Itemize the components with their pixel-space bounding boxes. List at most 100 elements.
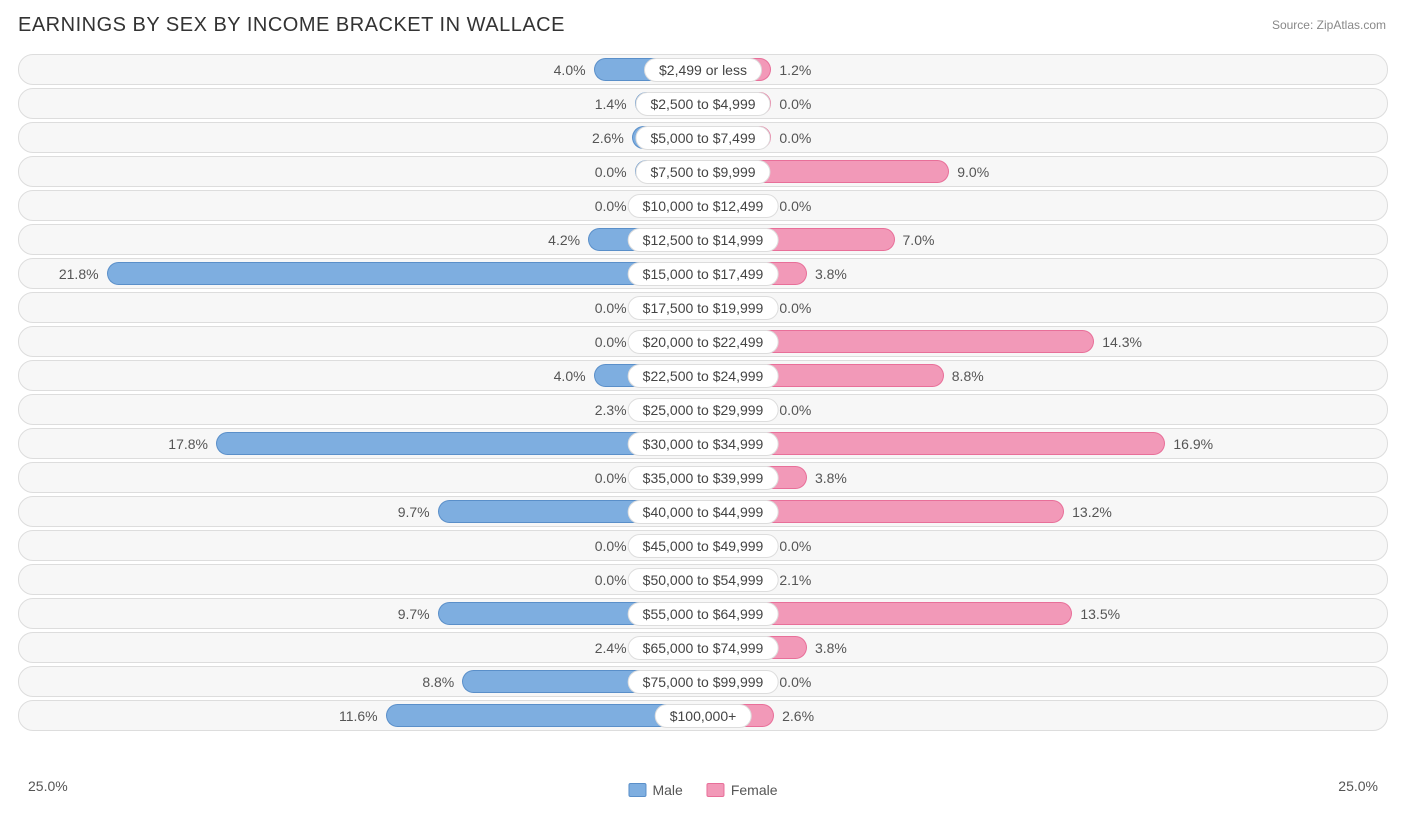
- row-track: 2.4% 3.8%$65,000 to $74,999: [18, 632, 1388, 663]
- pct-male: 2.4%: [595, 640, 627, 656]
- row-track: 9.7% 13.2% $40,000 to $44,999: [18, 496, 1388, 527]
- row-half-male: 9.7%: [19, 599, 703, 628]
- row-track: 8.8% 0.0%$75,000 to $99,999: [18, 666, 1388, 697]
- bracket-label: $20,000 to $22,499: [628, 330, 779, 354]
- row-half-male: 21.8%: [19, 259, 703, 288]
- pct-male: 9.7%: [398, 606, 430, 622]
- pct-male: 0.0%: [595, 300, 627, 316]
- pct-female: 2.1%: [779, 572, 811, 588]
- pct-male: 21.8%: [59, 266, 99, 282]
- bracket-label: $65,000 to $74,999: [628, 636, 779, 660]
- row-half-female: 13.5%: [703, 599, 1387, 628]
- pct-male: 0.0%: [595, 164, 627, 180]
- pct-male: 0.0%: [595, 538, 627, 554]
- row-half-female: 13.2%: [703, 497, 1387, 526]
- row-track: 4.2%7.0%$12,500 to $14,999: [18, 224, 1388, 255]
- row-half-male: 8.8%: [19, 667, 703, 696]
- bracket-label: $10,000 to $12,499: [628, 194, 779, 218]
- pct-female: 0.0%: [779, 538, 811, 554]
- row-track: 0.0% 14.3%$20,000 to $22,499: [18, 326, 1388, 357]
- row-track: 0.0% 0.0%$10,000 to $12,499: [18, 190, 1388, 221]
- bracket-label: $35,000 to $39,999: [628, 466, 779, 490]
- row-half-male: 17.8%: [19, 429, 703, 458]
- row-half-female: 0.0%: [703, 395, 1387, 424]
- row-half-female: 3.8%: [703, 463, 1387, 492]
- pct-male: 4.0%: [554, 368, 586, 384]
- bracket-label: $40,000 to $44,999: [628, 500, 779, 524]
- pct-male: 2.3%: [595, 402, 627, 418]
- row-track: 4.0% 1.2% $2,499 or less: [18, 54, 1388, 85]
- row-half-male: 9.7%: [19, 497, 703, 526]
- row-track: 1.4% 0.0% $2,500 to $4,999: [18, 88, 1388, 119]
- pct-male: 17.8%: [168, 436, 208, 452]
- row-half-male: 2.4%: [19, 633, 703, 662]
- row-half-female: 14.3%: [703, 327, 1387, 356]
- row-half-male: 4.0%: [19, 361, 703, 390]
- row-half-male: 0.0%: [19, 463, 703, 492]
- row-half-female: 3.8%: [703, 633, 1387, 662]
- row-half-female: 0.0%: [703, 531, 1387, 560]
- axis-right-label: 25.0%: [1338, 778, 1378, 794]
- bracket-label: $12,500 to $14,999: [628, 228, 779, 252]
- pct-female: 0.0%: [779, 402, 811, 418]
- chart-title: EARNINGS BY SEX BY INCOME BRACKET IN WAL…: [18, 14, 565, 37]
- row-half-male: 0.0%: [19, 565, 703, 594]
- bracket-label: $15,000 to $17,499: [628, 262, 779, 286]
- bracket-label: $30,000 to $34,999: [628, 432, 779, 456]
- legend-swatch-male: [628, 783, 646, 797]
- bracket-label: $7,500 to $9,999: [635, 160, 770, 184]
- pct-female: 8.8%: [952, 368, 984, 384]
- pct-male: 4.0%: [554, 62, 586, 78]
- pct-female: 7.0%: [903, 232, 935, 248]
- pct-female: 0.0%: [779, 96, 811, 112]
- pct-male: 0.0%: [595, 198, 627, 214]
- pct-male: 9.7%: [398, 504, 430, 520]
- bracket-label: $22,500 to $24,999: [628, 364, 779, 388]
- bracket-label: $100,000+: [655, 704, 752, 728]
- row-half-female: 0.0%: [703, 667, 1387, 696]
- row-half-female: 16.9%: [703, 429, 1387, 458]
- row-half-female: 0.0%: [703, 89, 1387, 118]
- row-half-male: 0.0%: [19, 531, 703, 560]
- row-half-male: 1.4%: [19, 89, 703, 118]
- bracket-label: $75,000 to $99,999: [628, 670, 779, 694]
- pct-female: 0.0%: [779, 198, 811, 214]
- bracket-label: $2,500 to $4,999: [635, 92, 770, 116]
- row-half-male: 2.6%: [19, 123, 703, 152]
- row-half-female: 0.0%: [703, 191, 1387, 220]
- row-half-female: 0.0%: [703, 293, 1387, 322]
- bracket-label: $50,000 to $54,999: [628, 568, 779, 592]
- source-attribution: Source: ZipAtlas.com: [1272, 18, 1386, 32]
- row-track: 2.6%0.0%$5,000 to $7,499: [18, 122, 1388, 153]
- bracket-label: $17,500 to $19,999: [628, 296, 779, 320]
- row-track: 4.0% 8.8% $22,500 to $24,999: [18, 360, 1388, 391]
- pct-female: 0.0%: [779, 130, 811, 146]
- bracket-label: $25,000 to $29,999: [628, 398, 779, 422]
- row-half-female: 0.0%: [703, 123, 1387, 152]
- pct-female: 2.6%: [782, 708, 814, 724]
- pct-female: 1.2%: [779, 62, 811, 78]
- pct-male: 0.0%: [595, 572, 627, 588]
- pct-female: 13.2%: [1072, 504, 1112, 520]
- bar-male: [107, 262, 703, 285]
- pct-male: 0.0%: [595, 470, 627, 486]
- pct-female: 3.8%: [815, 266, 847, 282]
- pct-male: 0.0%: [595, 334, 627, 350]
- pct-female: 0.0%: [779, 674, 811, 690]
- legend: Male Female: [628, 782, 777, 798]
- row-half-male: 11.6%: [19, 701, 703, 730]
- row-half-male: 0.0%: [19, 327, 703, 356]
- row-half-female: 2.1%: [703, 565, 1387, 594]
- pct-female: 9.0%: [957, 164, 989, 180]
- chart-area: 4.0% 1.2% $2,499 or less 1.4% 0.0% $2,500 to …: [18, 54, 1388, 770]
- legend-item-male: Male: [628, 782, 682, 798]
- row-half-male: 0.0%: [19, 293, 703, 322]
- legend-label-male: Male: [652, 782, 682, 798]
- pct-female: 13.5%: [1080, 606, 1120, 622]
- pct-female: 0.0%: [779, 300, 811, 316]
- row-track: 0.0% 2.1%$50,000 to $54,999: [18, 564, 1388, 595]
- bracket-label: $2,499 or less: [644, 58, 762, 82]
- legend-label-female: Female: [731, 782, 778, 798]
- pct-male: 1.4%: [595, 96, 627, 112]
- row-half-male: 0.0%: [19, 157, 703, 186]
